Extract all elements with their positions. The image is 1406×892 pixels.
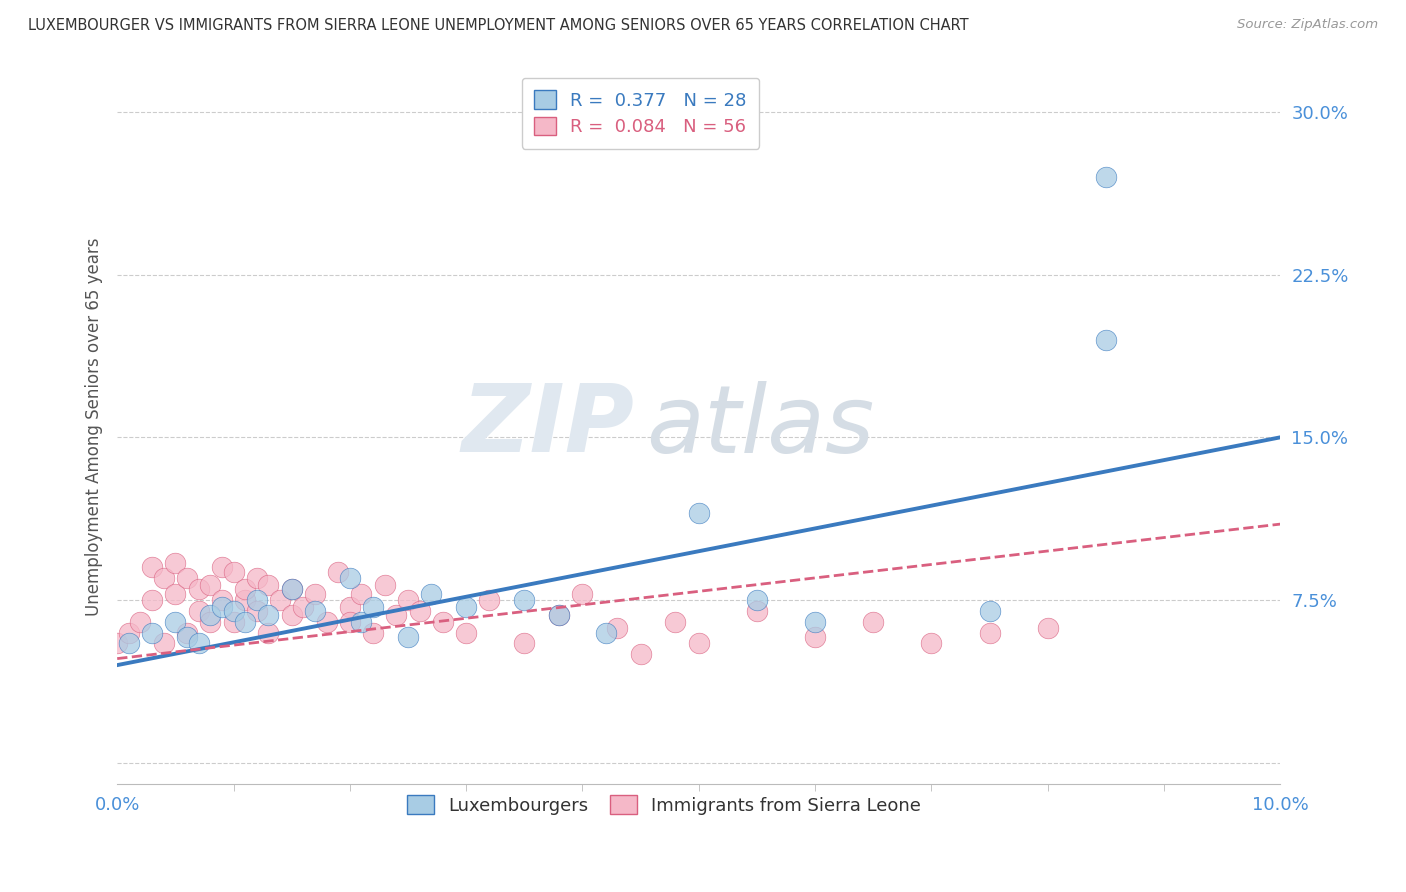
Point xyxy=(361,599,384,614)
Point xyxy=(456,625,478,640)
Point xyxy=(385,608,408,623)
Point xyxy=(862,615,884,629)
Point xyxy=(257,625,280,640)
Text: Source: ZipAtlas.com: Source: ZipAtlas.com xyxy=(1237,18,1378,31)
Point xyxy=(804,630,827,644)
Point xyxy=(548,608,571,623)
Point xyxy=(200,578,222,592)
Point xyxy=(118,625,141,640)
Point xyxy=(456,599,478,614)
Point xyxy=(233,582,256,597)
Text: LUXEMBOURGER VS IMMIGRANTS FROM SIERRA LEONE UNEMPLOYMENT AMONG SENIORS OVER 65 : LUXEMBOURGER VS IMMIGRANTS FROM SIERRA L… xyxy=(28,18,969,33)
Point xyxy=(246,571,269,585)
Point xyxy=(979,604,1001,618)
Point xyxy=(979,625,1001,640)
Point xyxy=(328,565,350,579)
Point xyxy=(152,571,174,585)
Point xyxy=(548,608,571,623)
Point xyxy=(396,630,419,644)
Point xyxy=(200,608,222,623)
Point xyxy=(187,582,209,597)
Point xyxy=(280,582,302,597)
Point xyxy=(339,571,361,585)
Point xyxy=(292,599,315,614)
Point xyxy=(606,621,628,635)
Point xyxy=(920,636,942,650)
Legend: Luxembourgers, Immigrants from Sierra Leone: Luxembourgers, Immigrants from Sierra Le… xyxy=(395,784,932,825)
Point xyxy=(269,593,291,607)
Point xyxy=(315,615,337,629)
Point xyxy=(141,593,163,607)
Point xyxy=(176,630,198,644)
Point xyxy=(222,615,245,629)
Point xyxy=(233,615,256,629)
Point xyxy=(688,506,710,520)
Point xyxy=(420,586,443,600)
Point xyxy=(211,599,233,614)
Point xyxy=(200,615,222,629)
Point xyxy=(222,565,245,579)
Point xyxy=(408,604,430,618)
Point xyxy=(257,608,280,623)
Point xyxy=(118,636,141,650)
Point xyxy=(350,615,373,629)
Point xyxy=(595,625,617,640)
Point xyxy=(745,604,768,618)
Point xyxy=(1036,621,1059,635)
Point xyxy=(304,604,326,618)
Point xyxy=(304,586,326,600)
Point xyxy=(129,615,152,629)
Point xyxy=(339,615,361,629)
Point xyxy=(1095,169,1118,184)
Point xyxy=(246,593,269,607)
Point xyxy=(396,593,419,607)
Point xyxy=(478,593,501,607)
Point xyxy=(630,647,652,661)
Point xyxy=(187,604,209,618)
Point xyxy=(141,560,163,574)
Point xyxy=(664,615,686,629)
Point xyxy=(280,582,302,597)
Point xyxy=(257,578,280,592)
Point xyxy=(361,625,384,640)
Point xyxy=(745,593,768,607)
Point xyxy=(688,636,710,650)
Point xyxy=(350,586,373,600)
Point xyxy=(165,586,187,600)
Point xyxy=(152,636,174,650)
Point xyxy=(513,636,536,650)
Point xyxy=(280,608,302,623)
Point xyxy=(339,599,361,614)
Point xyxy=(165,556,187,570)
Point xyxy=(571,586,593,600)
Point xyxy=(105,636,128,650)
Point xyxy=(374,578,396,592)
Point xyxy=(176,625,198,640)
Point xyxy=(141,625,163,640)
Point xyxy=(804,615,827,629)
Point xyxy=(176,571,198,585)
Point xyxy=(246,604,269,618)
Point xyxy=(187,636,209,650)
Point xyxy=(222,604,245,618)
Point xyxy=(211,593,233,607)
Point xyxy=(211,560,233,574)
Point xyxy=(432,615,454,629)
Text: atlas: atlas xyxy=(647,381,875,472)
Text: ZIP: ZIP xyxy=(463,381,634,473)
Point xyxy=(165,615,187,629)
Y-axis label: Unemployment Among Seniors over 65 years: Unemployment Among Seniors over 65 years xyxy=(86,237,103,615)
Point xyxy=(233,593,256,607)
Point xyxy=(513,593,536,607)
Point xyxy=(1095,333,1118,347)
